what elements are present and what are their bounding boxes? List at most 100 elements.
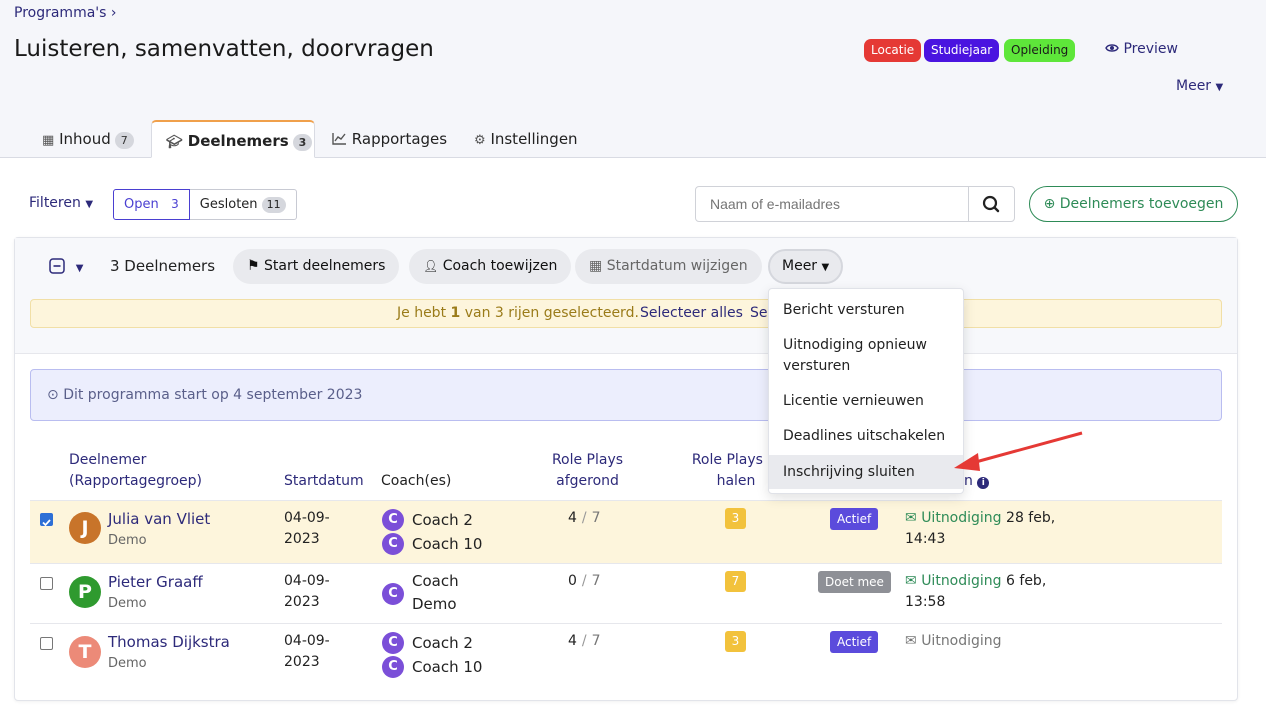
info-icon: i: [977, 477, 990, 489]
row-checkbox[interactable]: [40, 577, 53, 590]
coach-name: Coach 10: [412, 535, 483, 553]
tab-instellingen[interactable]: ⚙ Instellingen: [474, 130, 578, 148]
start-date: 04-09- 2023: [284, 633, 330, 670]
red-arrow-annotation: [954, 431, 1083, 471]
calendar-icon: ▦: [589, 258, 603, 274]
menu-item-uitnodiging-opnieuw[interactable]: Uitnodiging opnieuw versturen: [783, 337, 927, 374]
envelope-icon: ✉: [905, 510, 917, 526]
badge-studiejaar: Studiejaar: [924, 39, 1000, 62]
search-button[interactable]: [968, 187, 1014, 221]
tab-inhoud[interactable]: ▦ Inhoud 7: [42, 120, 134, 158]
segment-open[interactable]: Open 3: [113, 189, 190, 220]
coach-name: Coach 2: [412, 634, 473, 652]
envelope-icon: ✉: [905, 633, 917, 649]
search-icon: [982, 195, 1000, 213]
calendar-icon: ▦: [42, 133, 55, 148]
info-banner: ⊙ Dit programma start op 4 september 202…: [30, 369, 1222, 421]
avatar: T: [69, 636, 101, 668]
table-row[interactable]: [30, 623, 1222, 685]
change-startdate-button[interactable]: ▦ Startdatum wijzigen: [575, 249, 762, 284]
status-badge: Doet mee: [818, 571, 891, 593]
coach-icon: C: [382, 632, 404, 654]
badge-opleiding: Opleiding: [1004, 39, 1076, 62]
menu-item-inschrijving-sluiten[interactable]: Inschrijving sluiten: [769, 455, 963, 489]
user-icon: 👤︎: [423, 259, 439, 273]
invite-info: ✉ Uitnodiging 6 feb, 13:58: [905, 573, 1047, 610]
participant-group: Demo: [108, 596, 147, 611]
table-row[interactable]: [30, 500, 1222, 563]
table-row[interactable]: [30, 563, 1222, 623]
eye-icon: [1105, 44, 1119, 52]
col-deelnemer[interactable]: Deelnemer (Rapportagegroep): [69, 452, 202, 489]
menu-item-licentie-vernieuwen[interactable]: Licentie vernieuwen: [783, 393, 924, 409]
badge-locatie: Locatie: [864, 39, 922, 62]
menu-item-deadlines-uitschakelen[interactable]: Deadlines uitschakelen: [783, 428, 946, 444]
search-box: [695, 186, 1015, 222]
col-rp-inhalen[interactable]: Role Plays in halen: [691, 452, 781, 489]
toolbar-meer-button[interactable]: Meer ▼: [768, 249, 844, 284]
avatar: J: [69, 512, 101, 544]
assign-coach-button[interactable]: 👤︎ Coach toewijzen: [409, 249, 572, 284]
menu-item-bericht-versturen[interactable]: Bericht versturen: [783, 302, 905, 318]
graduation-cap-icon: 🎓︎: [166, 135, 183, 150]
search-input[interactable]: [696, 187, 969, 221]
preview-link[interactable]: Preview: [1105, 41, 1178, 57]
caret-down-icon: ▼: [821, 262, 830, 273]
start-date: 04-09- 2023: [284, 510, 330, 547]
envelope-icon: ✉: [905, 573, 917, 589]
col-rp-afgerond[interactable]: Role Plays afgerond: [551, 452, 624, 489]
roleplays-done: 4/7: [568, 633, 601, 649]
invite-info: ✉ Uitnodiging: [905, 633, 1002, 649]
selection-link-partial[interactable]: Sel: [750, 305, 772, 321]
selection-banner: Je hebt 1 van 3 rijen geselecteerd. Sele…: [30, 299, 1222, 328]
page-title: Luisteren, samenvatten, doorvragen: [14, 36, 434, 62]
status-badge: Actief: [830, 508, 879, 530]
roleplays-pending-badge: 3: [725, 508, 746, 529]
col-uitnodiging-tail: n i: [964, 471, 990, 492]
caret-down-icon: ▼: [1215, 82, 1224, 93]
chart-line-icon: [332, 133, 346, 145]
participant-name[interactable]: Pieter Graaff: [108, 573, 203, 591]
select-all-link[interactable]: Selecteer alles: [640, 305, 743, 321]
clock-icon: ⊙: [47, 387, 59, 403]
col-startdatum[interactable]: Startdatum: [284, 473, 364, 489]
coach-icon: C: [382, 583, 404, 605]
segment-gesloten[interactable]: Gesloten 11: [189, 189, 297, 220]
breadcrumb[interactable]: Programma's ›: [14, 5, 117, 21]
roleplays-pending-badge: 7: [725, 571, 746, 592]
plus-circle-icon: ⊕: [1043, 196, 1056, 212]
roleplays-pending-badge: 3: [725, 631, 746, 652]
coach-icon: C: [382, 656, 404, 678]
start-date: 04-09- 2023: [284, 573, 330, 610]
roleplays-done: 4/7: [568, 510, 601, 526]
coach-icon: C: [382, 509, 404, 531]
participant-name[interactable]: Julia van Vliet: [108, 510, 211, 528]
start-participants-button[interactable]: ⚑ Start deelnemers: [233, 249, 400, 284]
avatar: P: [69, 576, 101, 608]
coach-name: Coach 10: [412, 658, 483, 676]
bulk-select-dropdown[interactable]: ▼: [49, 258, 83, 278]
status-badge: Actief: [830, 631, 879, 653]
caret-down-icon: ▼: [85, 199, 94, 210]
col-coach: Coach(es): [381, 473, 452, 489]
check-icon: [42, 519, 51, 527]
row-checkbox[interactable]: [40, 637, 53, 650]
participant-group: Demo: [108, 533, 147, 548]
invite-info: ✉ Uitnodiging 28 feb, 14:43: [905, 510, 1056, 547]
row-checkbox[interactable]: [40, 513, 53, 527]
flag-icon: ⚑: [247, 258, 260, 274]
participant-count: 3 Deelnemers: [110, 257, 216, 275]
add-participants-button[interactable]: ⊕ Deelnemers toevoegen: [1029, 186, 1238, 222]
gear-icon: ⚙: [474, 133, 486, 148]
participant-group: Demo: [108, 656, 147, 671]
coach-name: Coach Demo: [412, 572, 459, 613]
participant-name[interactable]: Thomas Dijkstra: [108, 633, 230, 651]
minus-square-icon: [49, 258, 65, 274]
roleplays-done: 0/7: [568, 573, 601, 589]
coach-name: Coach 2: [412, 511, 473, 529]
meer-menu-button[interactable]: Meer ▼: [1176, 78, 1224, 94]
filter-dropdown[interactable]: Filteren ▼: [29, 195, 94, 211]
tab-rapportages[interactable]: Rapportages: [332, 120, 447, 158]
meer-dropdown-menu: Bericht versturen Uitnodiging opnieuw ver…: [768, 288, 964, 494]
tab-deelnemers[interactable]: 🎓︎ Deelnemers 3: [151, 120, 315, 158]
